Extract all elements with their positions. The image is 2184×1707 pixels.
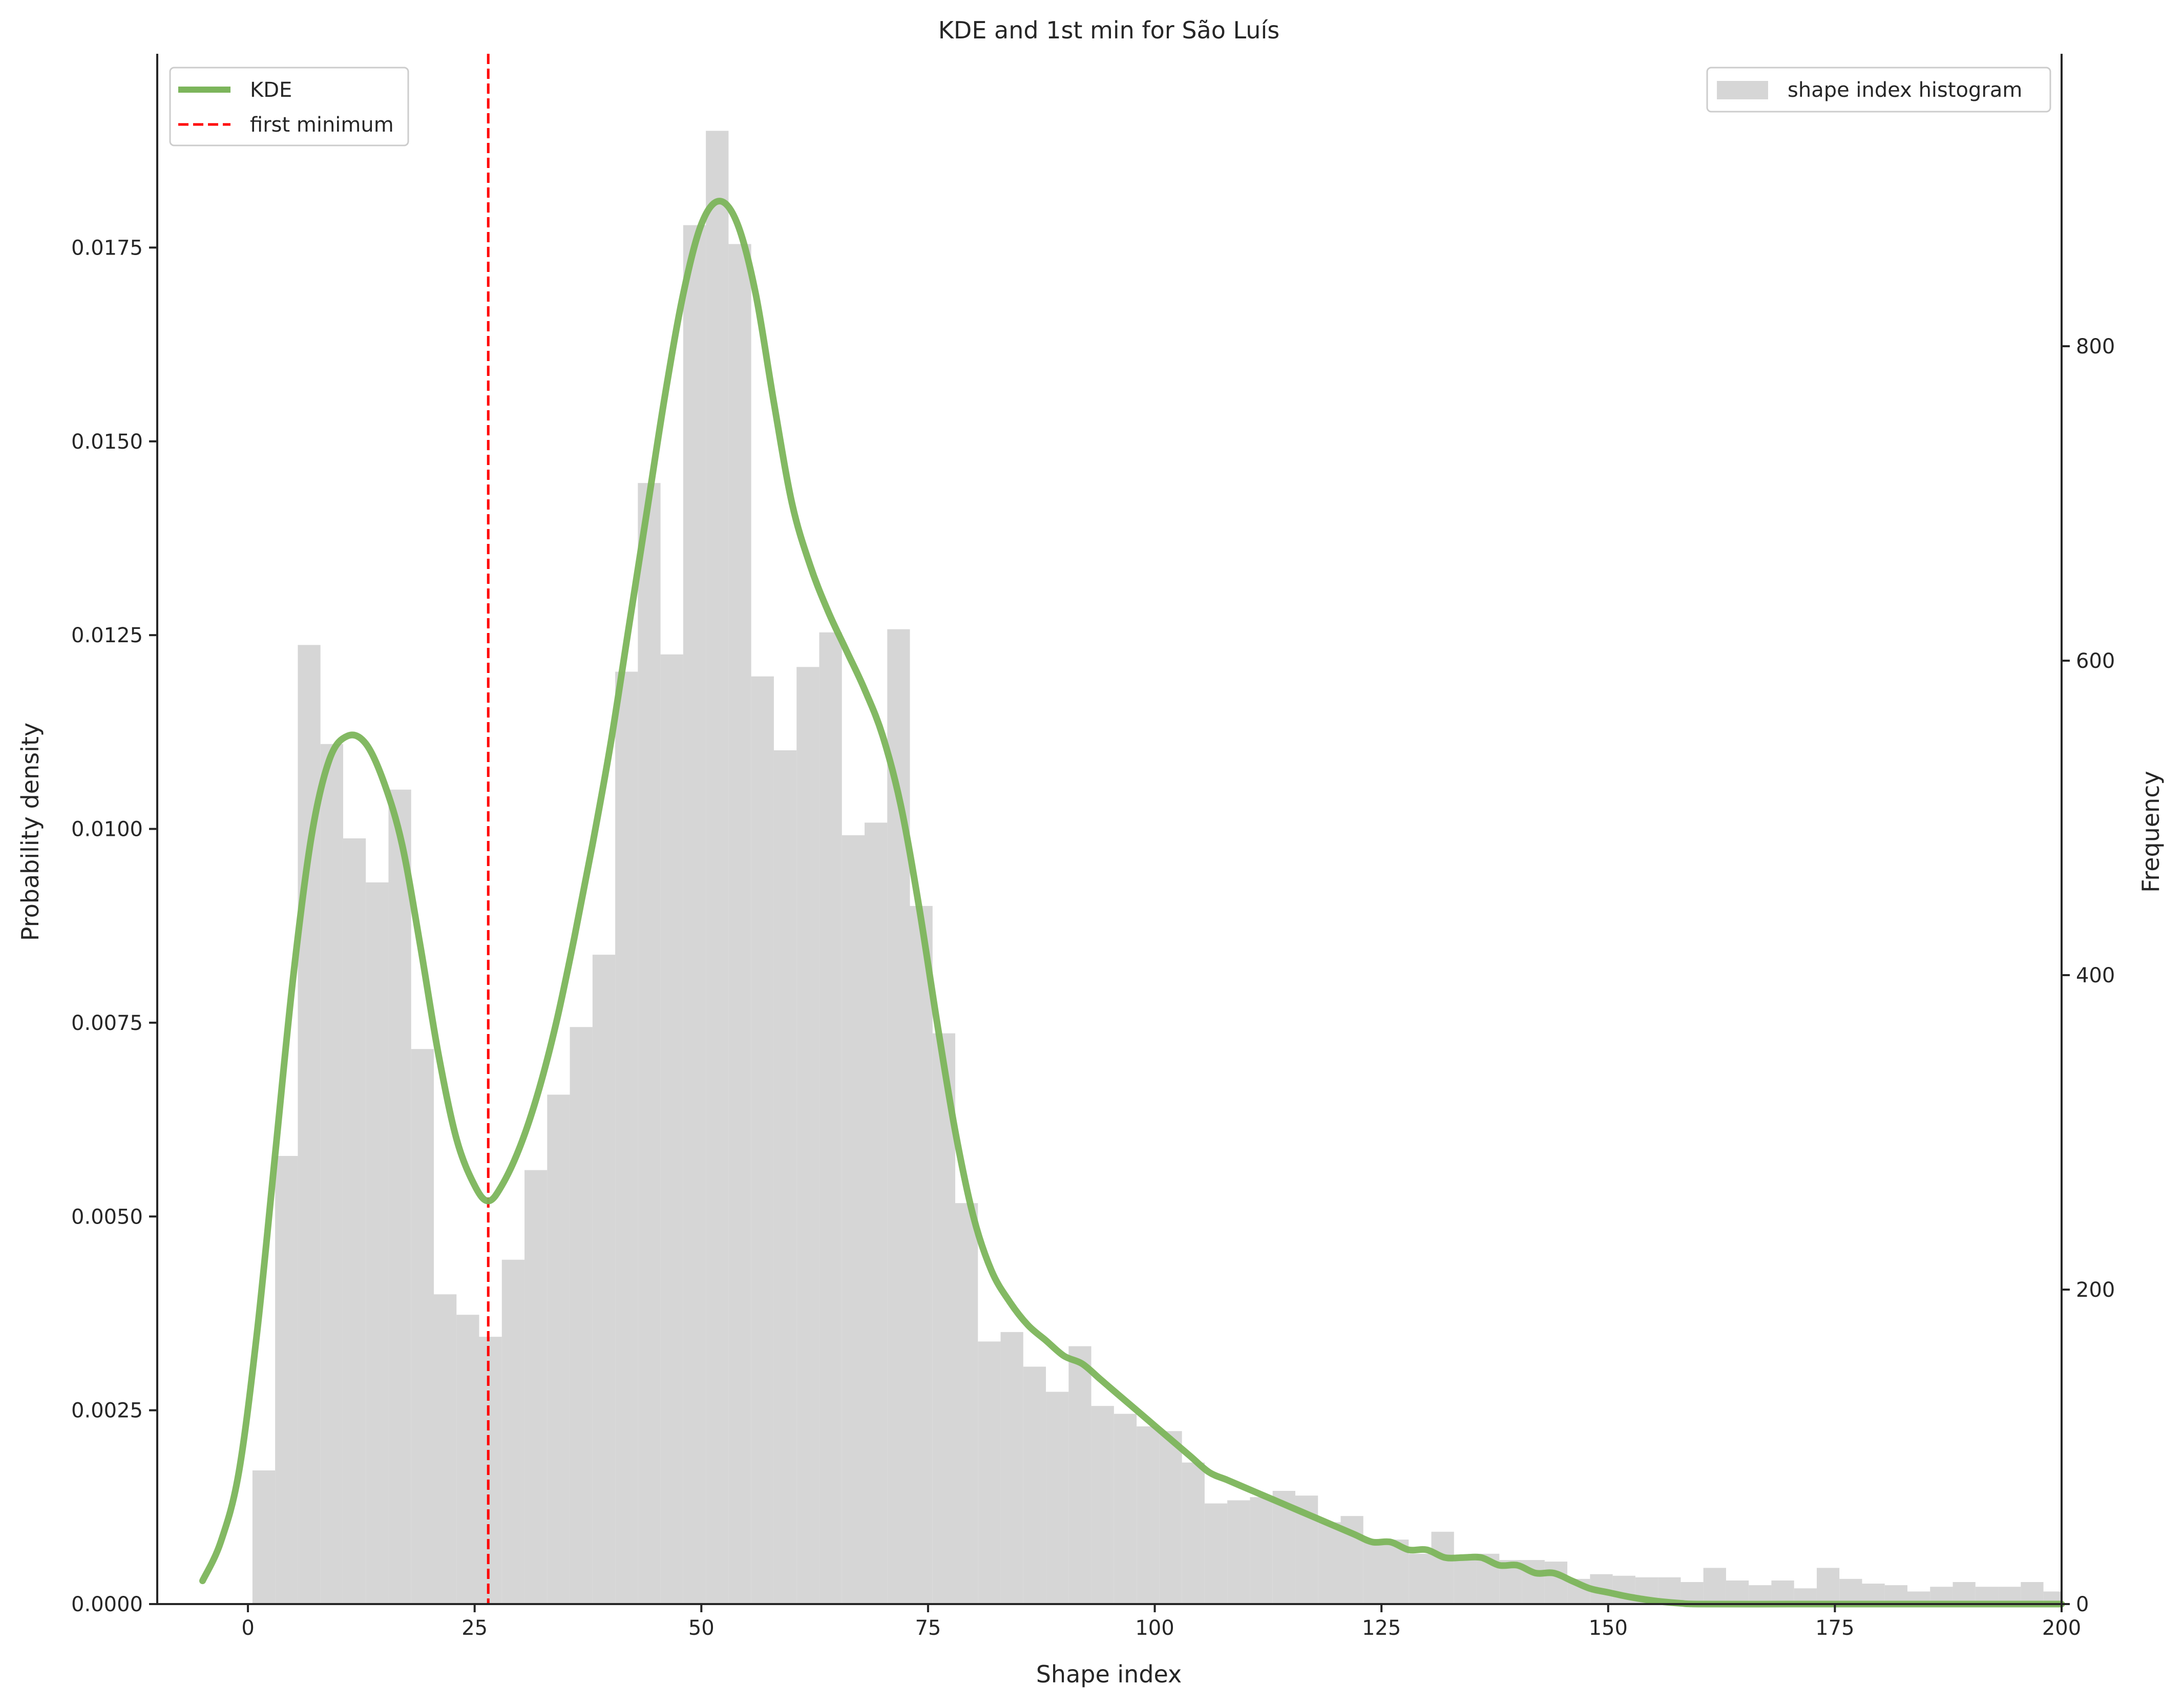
histogram-bar [1771,1580,1794,1604]
histogram-bar [524,1170,548,1604]
histogram-bar [1318,1522,1341,1604]
histogram-bar [1068,1346,1091,1604]
histogram-bar [2021,1582,2044,1604]
histogram-bar [1431,1531,1454,1604]
histogram-bar [320,744,343,1604]
x-tick-label: 50 [688,1616,715,1640]
y-axis-left-label: Probability density [16,723,44,941]
legend-first-minimum-label: first minimum [250,113,394,137]
histogram-bar [1952,1582,1976,1604]
y-left-tick-label: 0.0150 [71,430,143,454]
histogram-bar [1000,1332,1023,1604]
legend-right-frame [1706,67,2051,113]
histogram-bar [683,225,706,1605]
histogram-bar [275,1156,298,1604]
y-left-tick-label: 0.0000 [71,1593,143,1616]
histogram-bar [1023,1366,1046,1604]
histogram-bar [842,835,865,1604]
histogram-bar [1159,1431,1182,1604]
y-left-tick-label: 0.0025 [71,1399,143,1423]
histogram-bar [388,789,411,1604]
histogram-bar [1409,1553,1432,1604]
histogram-bar [411,1049,434,1604]
axes: 0 25 50 75 100 125 150 175 200 0.0000 0.0025 0.0050… [71,54,2115,1640]
histogram-bar [366,882,389,1604]
histogram-bar [1363,1540,1386,1604]
y-left-tick-label: 0.0050 [71,1205,143,1229]
histogram-bar [1726,1580,1749,1604]
x-tick-label: 75 [915,1616,941,1640]
histogram-bar [298,645,321,1604]
histogram-bar [773,750,797,1604]
legend-histogram-swatch [1717,81,1768,99]
y-right-tick-label: 200 [2076,1278,2115,1302]
y-right-tick-label: 400 [2076,964,2115,987]
histogram-bar [1839,1578,1862,1604]
histogram-bar [1204,1503,1228,1604]
histogram-bar [479,1337,502,1604]
legend-right: shape index histogram [1706,67,2051,113]
histogram-bar [728,244,751,1605]
histogram-bar [1114,1414,1137,1604]
histogram-bar [1137,1426,1160,1604]
histogram-bar [864,823,888,1604]
x-tick-label: 150 [1589,1616,1628,1640]
histogram-bar [456,1315,479,1604]
y-axis-right-label: Frequency [2137,771,2165,893]
histogram-bar [706,131,729,1605]
histogram-bar [638,483,661,1604]
kde-layer [199,198,2065,1608]
histogram-bar [1703,1568,1726,1604]
y-left-tick-label: 0.0125 [71,624,143,647]
x-axis-label: Shape index [1036,1660,1182,1688]
chart-title: KDE and 1st min for São Luís [938,16,1279,44]
x-tick-label: 100 [1135,1616,1174,1640]
histogram-bar [978,1341,1001,1604]
x-tick-label: 25 [461,1616,488,1640]
histogram-bar [1046,1392,1069,1604]
y-left-tick-label: 0.0100 [71,818,143,841]
histogram-bar [1816,1568,1840,1604]
histogram-bar [1250,1497,1273,1604]
histogram-bar [796,667,820,1604]
histogram-bar [955,1203,978,1604]
histogram-bar [433,1294,457,1604]
y-left-tick-label: 0.0175 [71,236,143,260]
legend-histogram-label: shape index histogram [1788,78,2022,102]
histogram-bar [819,632,842,1604]
x-tick-label: 200 [2042,1616,2081,1640]
histogram-bar [592,955,616,1604]
histogram-bar [570,1027,593,1604]
y-right-tick-label: 0 [2076,1593,2089,1616]
kde-curve [199,198,2065,1608]
histogram-bar [1182,1462,1205,1604]
y-right-tick-label: 800 [2076,335,2115,359]
y-right-tick-label: 600 [2076,649,2115,673]
histogram-bar [910,905,933,1604]
histogram-bar [1454,1560,1477,1604]
legend-kde-label: KDE [250,78,292,102]
histogram-bar [751,676,774,1604]
histogram-bar [1862,1584,1885,1604]
histogram-bar [1091,1406,1114,1604]
x-tick-label: 0 [241,1616,254,1640]
histogram-bar [501,1259,525,1604]
histogram-bar [547,1094,570,1604]
histogram-bar [1227,1500,1250,1604]
legend-left: KDE first minimum [169,67,409,146]
histogram-bar [660,654,683,1604]
x-tick-label: 125 [1362,1616,1401,1640]
histogram-bar [1544,1562,1568,1604]
histogram-bar [252,1470,276,1604]
x-tick-label: 175 [1815,1616,1854,1640]
histogram-bar [343,838,366,1604]
histogram-bar [615,671,638,1604]
y-left-tick-label: 0.0075 [71,1011,143,1035]
